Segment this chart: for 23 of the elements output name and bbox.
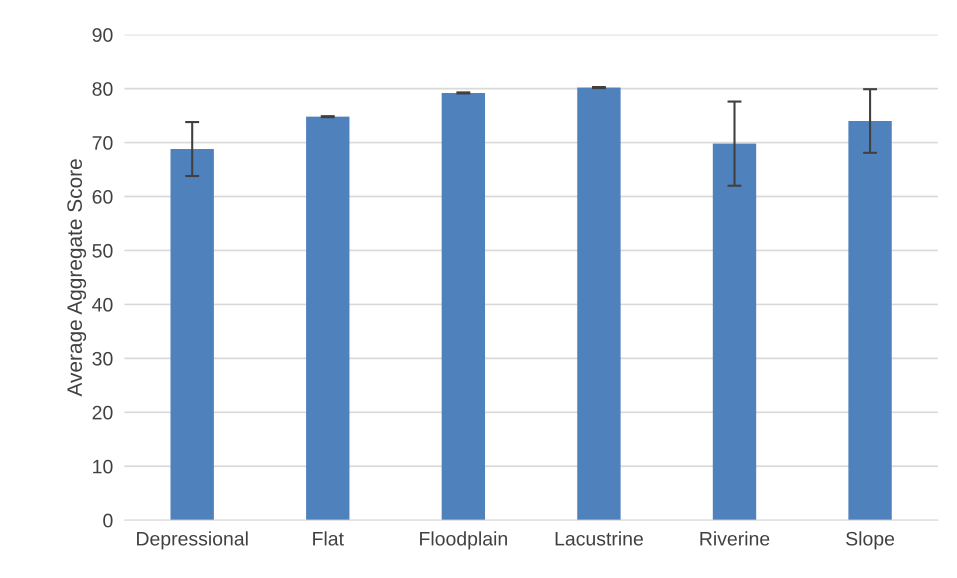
y-tick-label: 0 [103, 514, 113, 528]
x-tick-label: Riverine [700, 531, 770, 546]
x-tick-label: Lacustrine [556, 531, 643, 546]
bar [577, 88, 621, 520]
bar [170, 149, 214, 520]
y-tick-label: 20 [92, 406, 113, 420]
bar [442, 92, 486, 520]
y-axis-title: Average Aggregate Score [67, 159, 86, 397]
y-tick-label: 80 [92, 82, 113, 96]
y-tick-label: 90 [92, 28, 113, 42]
y-tick-label: 50 [92, 244, 113, 258]
y-tick-label: 10 [93, 460, 113, 474]
x-tick-label: Floodplain [420, 531, 507, 550]
x-tick-label: Slope [846, 531, 894, 550]
y-tick-label: 40 [92, 298, 113, 312]
x-tick-label: Depressional [137, 531, 248, 550]
bar [306, 116, 350, 520]
y-tick-label: 70 [92, 136, 113, 150]
bar [712, 144, 756, 520]
y-tick-label: 60 [92, 190, 113, 204]
y-tick-label: 30 [92, 352, 113, 366]
bar [848, 120, 892, 520]
x-tick-label: Flat [313, 531, 344, 546]
